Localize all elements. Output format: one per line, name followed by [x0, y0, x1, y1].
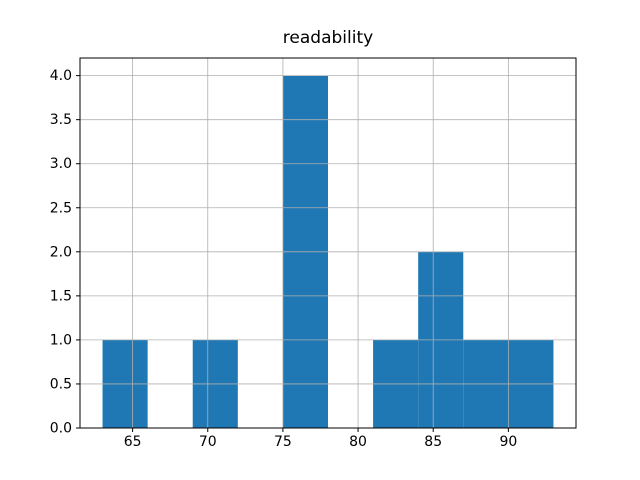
y-tick-label: 2.0: [50, 244, 72, 260]
x-tick-label: 75: [274, 434, 292, 450]
y-tick-label: 3.5: [50, 112, 72, 128]
y-tick-label: 1.5: [50, 288, 72, 304]
axes-spines: [79, 57, 577, 429]
y-tick-label: 4.0: [50, 68, 72, 84]
x-tick-label: 90: [499, 434, 517, 450]
x-tick-label: 65: [124, 434, 142, 450]
x-tick-label: 80: [349, 434, 367, 450]
y-tick-label: 2.5: [50, 200, 72, 216]
y-tick-label: 1.0: [50, 332, 72, 348]
y-tick-label: 3.0: [50, 156, 72, 172]
chart-title: readability: [282, 28, 374, 48]
y-tick-label: 0.5: [50, 376, 72, 392]
y-tick-label: 0.0: [50, 421, 72, 437]
x-tick-label: 85: [424, 434, 442, 450]
x-tick-label: 70: [199, 434, 217, 450]
